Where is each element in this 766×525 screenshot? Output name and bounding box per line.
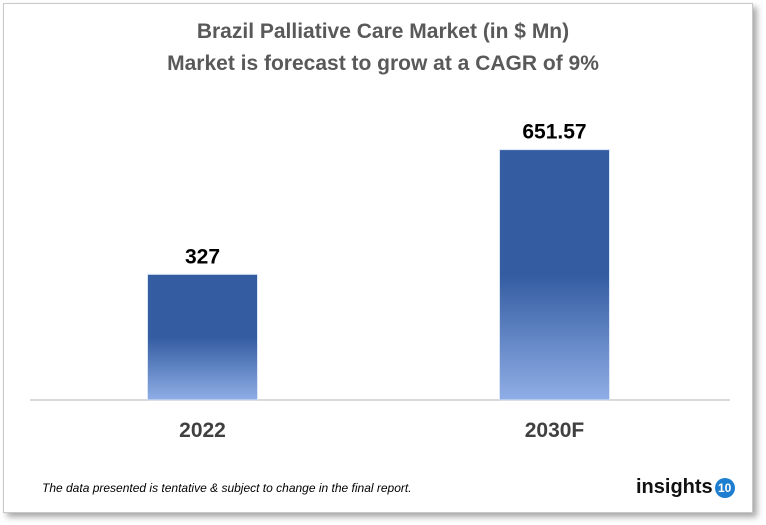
chart-card — [3, 3, 753, 513]
chart-subtitle: Market is forecast to grow at a CAGR of … — [167, 52, 599, 75]
data-label: 651.57 — [522, 121, 586, 144]
chart-title: Brazil Palliative Care Market (in $ Mn) — [196, 20, 570, 43]
insights10-logo: insights 10 — [636, 476, 735, 499]
x-tick-label: 2030F — [525, 419, 585, 442]
x-tick-label: 2022 — [179, 419, 226, 442]
footnote: The data presented is tentative & subjec… — [42, 481, 412, 495]
data-label: 327 — [185, 245, 220, 268]
bar-2030F — [499, 149, 610, 401]
bar-2022 — [147, 273, 258, 401]
